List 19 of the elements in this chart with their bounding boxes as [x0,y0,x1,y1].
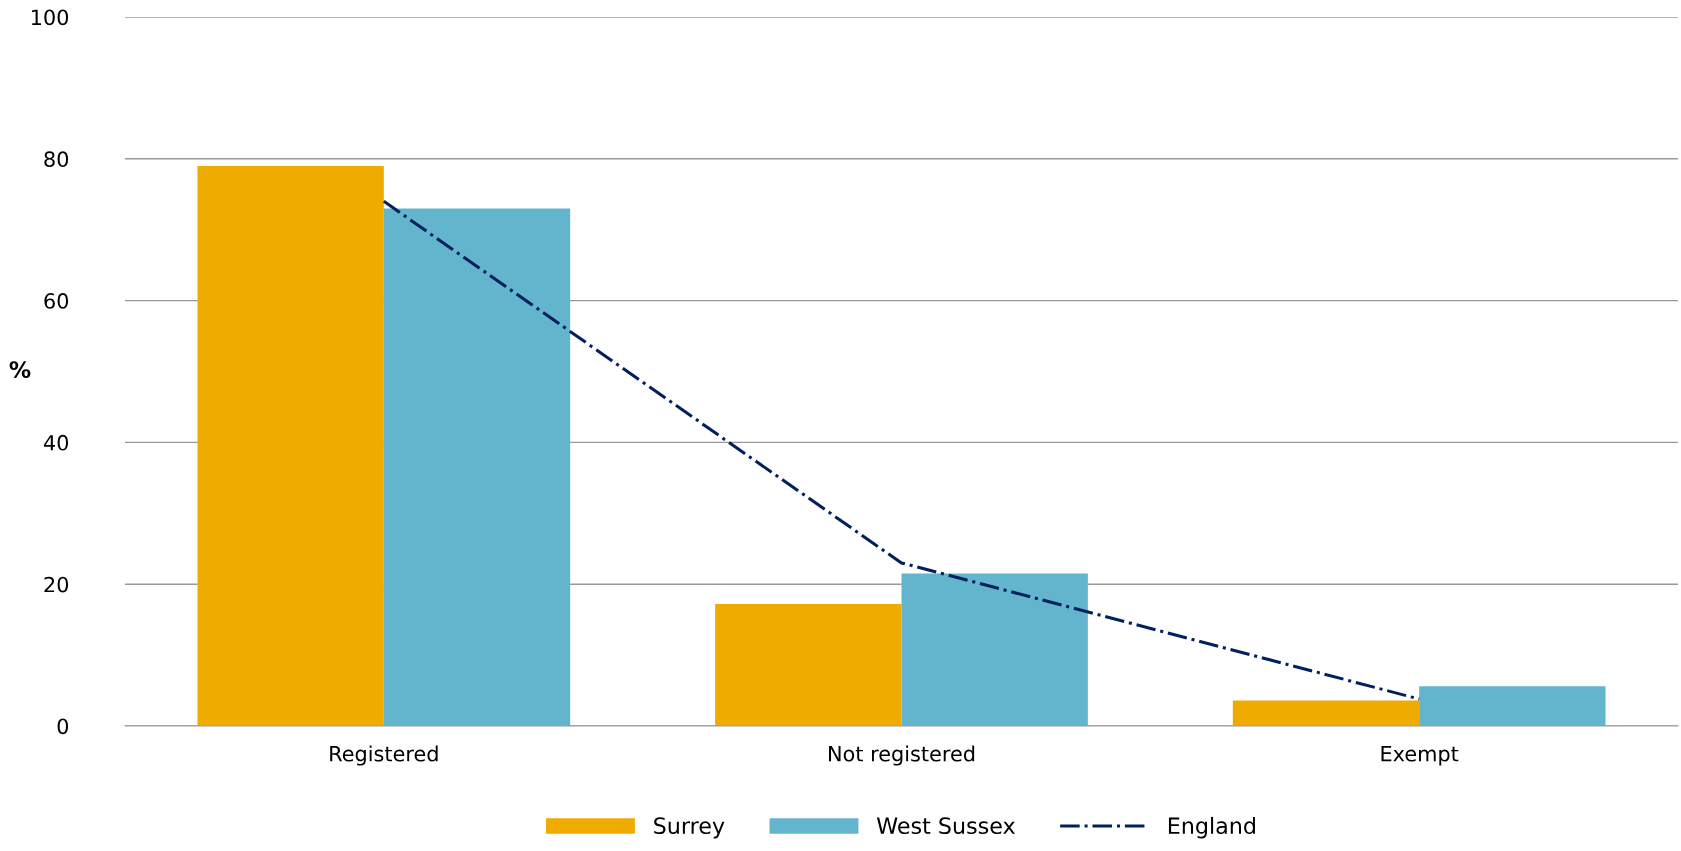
legend-label: West Sussex [876,817,1015,835]
bar [197,165,384,726]
x-tick-label: Exempt [1381,746,1459,766]
y-tick-label: 100 [31,9,69,26]
y-tick-label: 0 [57,718,69,735]
bar [1232,700,1420,726]
y-tick-label: 60 [44,293,69,309]
y-axis-title: % [9,361,31,378]
legend-label: Surrey [654,817,725,839]
x-tick-label: Registered [330,745,438,766]
bar [715,604,902,726]
y-tick-label: 80 [44,151,69,168]
x-tick-label: Not registered [829,745,975,766]
bar [901,573,1088,726]
bar [1419,686,1606,726]
y-tick-label: 20 [44,576,69,593]
y-tick-label: 40 [43,434,69,451]
bar [383,208,571,726]
legend-label: England [1168,816,1255,839]
